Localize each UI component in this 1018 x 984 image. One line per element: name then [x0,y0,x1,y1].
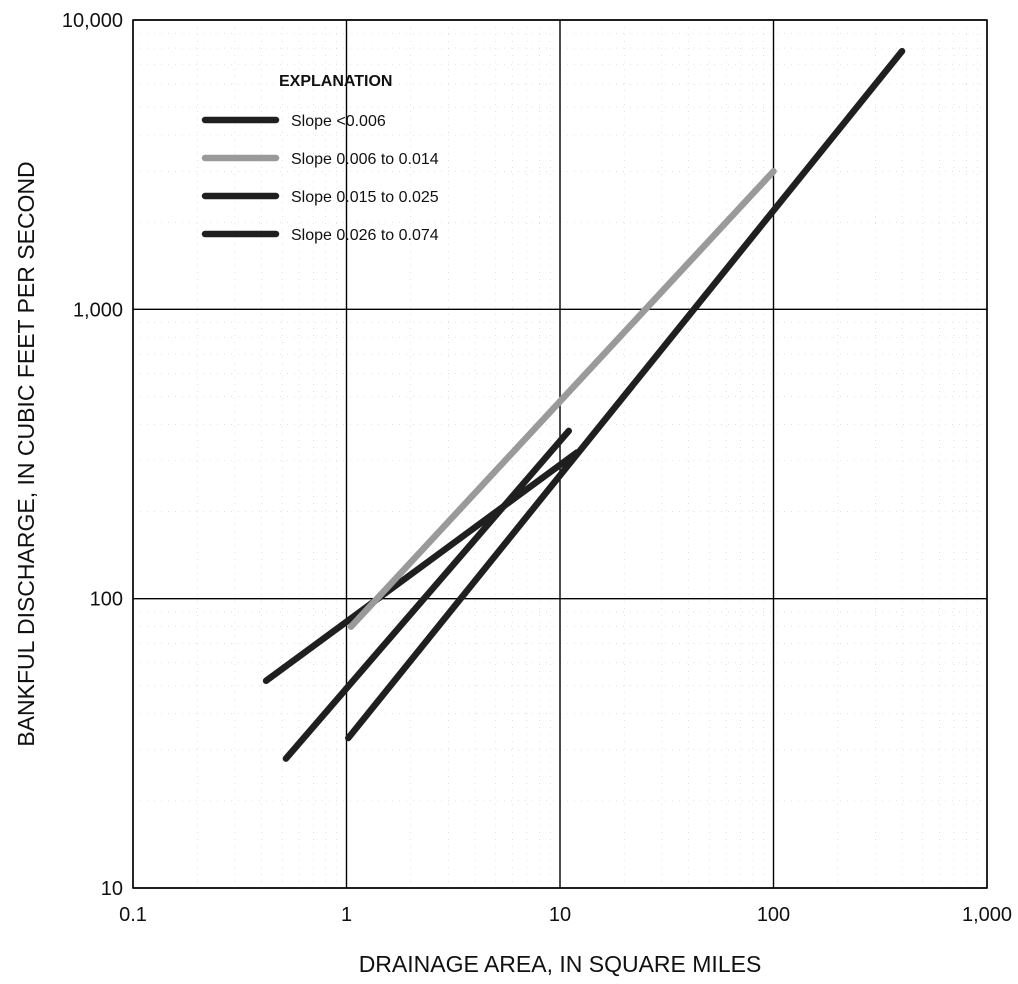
grid [132,19,988,889]
series-line-1 [262,449,581,685]
y-tick-label: 100 [90,589,123,611]
legend-label: Slope 0.015 to 0.025 [291,189,439,206]
y-tick-label: 1,000 [73,299,123,321]
x-tick-label: 10 [549,904,571,926]
legend-items: Slope <0.006 Slope 0.006 to 0.014 Slope 0.… [201,113,439,244]
x-tick-label: 1,000 [962,904,1012,926]
x-tick-label: 100 [757,904,790,926]
series-line-2 [347,168,777,630]
legend-title: EXPLANATION [279,73,392,90]
legend: EXPLANATION Slope <0.006 Slope 0.006 to 0… [201,73,439,244]
x-tick-label: 0.1 [119,904,147,926]
series-line-3 [345,47,906,742]
y-axis-title: BANKFUL DISCHARGE, IN CUBIC FEET PER SEC… [13,161,39,746]
legend-label: Slope 0.026 to 0.074 [291,227,439,244]
tick-labels: 0.1 1 10 100 1,000 10 100 1,000 10,000 [62,10,1012,926]
y-tick-label: 10,000 [62,10,123,32]
x-axis-title: DRAINAGE AREA, IN SQUARE MILES [359,951,762,977]
y-tick-label: 10 [101,878,123,900]
series-layer [262,47,906,762]
series-line-4 [282,427,573,762]
legend-label: Slope <0.006 [291,113,386,130]
plot-frame [132,19,988,889]
legend-label: Slope 0.006 to 0.014 [291,151,439,168]
x-tick-label: 1 [341,904,352,926]
